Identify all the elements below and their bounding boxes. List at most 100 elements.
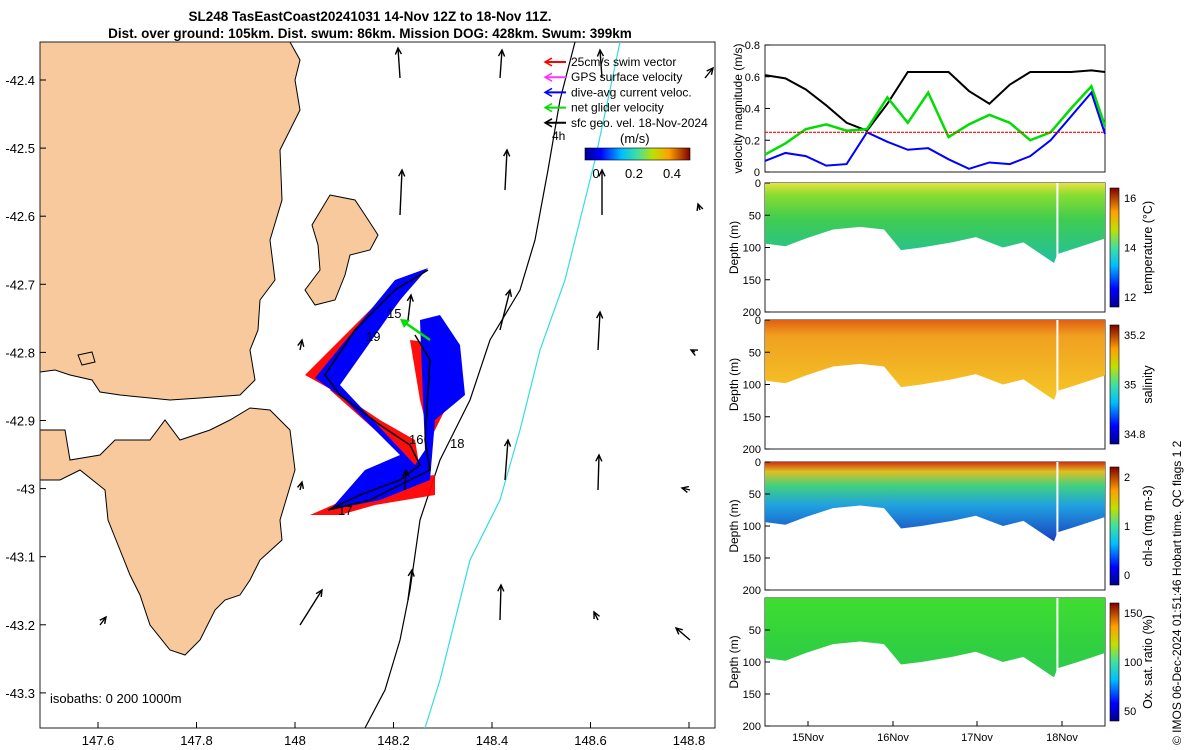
depth-tick-label: 100 xyxy=(743,657,761,669)
geo-velocity-arrow xyxy=(675,627,691,641)
temperature-panel: 0 50 100 150 200 Depth (m) 16 14 12 temperature (… xyxy=(727,178,1155,319)
colorbar-tick-label: 35.2 xyxy=(1124,330,1145,342)
heatmap-field xyxy=(765,183,1105,263)
legend-swatch-head xyxy=(543,57,553,67)
legend-swatch-head xyxy=(543,118,553,128)
chart-title: SL248 TasEastCoast20241031 14-Nov 12Z to… xyxy=(40,8,700,42)
geo-velocity-arrowhead xyxy=(497,48,506,57)
vel-series-dive-avg-current xyxy=(764,90,1106,170)
depth-tick-label: 200 xyxy=(743,721,761,733)
legend-label: 25cm/s swim vector xyxy=(571,55,676,69)
depth-tick-label: 200 xyxy=(743,444,761,456)
map-colorbar xyxy=(584,147,691,161)
day-label: 15 xyxy=(387,306,401,321)
geo-velocity-arrow xyxy=(99,616,107,626)
geo-velocity-arrow xyxy=(407,294,412,321)
time-tick-label: 15Nov xyxy=(792,732,824,744)
geo-velocity-arrow xyxy=(499,49,503,79)
colorbar-ticks: 0 0.2 0.4 xyxy=(592,166,681,181)
dive-avg-current-blue xyxy=(315,268,465,510)
geo-velocity-arrow xyxy=(299,589,323,626)
geo-velocity-arrowhead xyxy=(598,168,606,177)
geo-velocity-arrowhead xyxy=(596,310,604,319)
map-y-tick-label: -43.3 xyxy=(5,686,35,701)
geo-velocity-arrow xyxy=(399,169,403,216)
geo-velocity-arrowhead xyxy=(296,480,305,489)
day-label: 18 xyxy=(450,436,464,451)
depth-tick-label: 50 xyxy=(749,210,761,222)
geo-velocity-arrow xyxy=(404,469,407,491)
depth-tick-label: 0 xyxy=(755,178,761,190)
colorbar-tick-label: 0.4 xyxy=(663,166,681,181)
geo-velocity-arrows xyxy=(99,46,715,641)
geo-velocity-arrowhead xyxy=(315,588,323,598)
colorbar-label: (m/s) xyxy=(620,131,650,146)
time-tick-label: 16Nov xyxy=(877,732,909,744)
vel-series-net-glider-velocity xyxy=(764,83,1107,156)
depth-tick-label: 50 xyxy=(749,625,761,637)
geo-velocity-arrowhead xyxy=(706,66,715,75)
vel-ylabel: velocity magnitude (m/s) xyxy=(731,43,745,173)
legend-label: sfc geo. vel. 18-Nov-2024 xyxy=(571,116,708,130)
title-line-2: Dist. over ground: 105km. Dist. swum: 86… xyxy=(108,26,632,41)
map-y-tick-label: -42.6 xyxy=(5,209,35,224)
map-y-tick-label: -43 xyxy=(16,482,35,497)
vel-y-tick-label: 0.2 xyxy=(745,135,760,147)
geo-velocity-arrowhead xyxy=(394,46,403,55)
colorbar-tick-label: 1 xyxy=(1124,521,1130,533)
depth-tick-label: 100 xyxy=(743,380,761,392)
land-small-island xyxy=(77,351,96,366)
net-glider-velocity-arrow xyxy=(403,320,431,342)
swim-vectors-red xyxy=(305,285,450,515)
heatmap-colorbar xyxy=(1109,187,1120,308)
land-mainland xyxy=(40,42,301,401)
geo-velocity-arrow xyxy=(499,584,502,621)
geo-velocity-arrow xyxy=(407,569,413,601)
heatmap-colorbar xyxy=(1109,602,1120,722)
legend-4h: 4h xyxy=(552,129,565,143)
isobath-200m xyxy=(364,41,576,729)
geo-velocity-arrowhead xyxy=(503,148,511,157)
day-label: 19 xyxy=(366,329,380,344)
depth-tick-label: 150 xyxy=(743,412,761,424)
depth-ylabel: Depth (m) xyxy=(727,221,741,274)
vel-y-tick-label: 0.4 xyxy=(745,104,760,116)
geo-velocity-arrowhead xyxy=(402,468,410,477)
map-x-tick-label: 148.2 xyxy=(377,733,410,748)
map-x-tick-label: 147.6 xyxy=(82,733,115,748)
geo-velocity-arrowhead xyxy=(696,202,704,212)
depth-ylabel: Depth (m) xyxy=(727,499,741,552)
vel-y-tick-label: 0.6 xyxy=(745,72,760,84)
colorbar-label: salinity xyxy=(1141,365,1155,404)
geo-velocity-arrowhead xyxy=(503,438,512,447)
geo-velocity-arrowhead xyxy=(504,288,513,297)
colorbar-tick-label: 50 xyxy=(1124,706,1136,718)
vel-series-sfc-geo-vel- xyxy=(764,69,1106,132)
geo-velocity-arrowhead xyxy=(297,338,305,347)
legend-swatch-head xyxy=(543,72,553,82)
geo-velocity-arrow xyxy=(704,67,714,79)
geo-velocity-arrow xyxy=(299,339,303,351)
depth-tick-label: 50 xyxy=(749,347,761,359)
vel-y-tick-label: 0.8 xyxy=(745,40,760,52)
geo-velocity-arrowhead xyxy=(689,349,699,356)
colorbar-tick-label: 0 xyxy=(592,166,599,181)
geo-velocity-arrow xyxy=(597,454,600,491)
geo-velocity-arrowhead xyxy=(407,568,415,577)
heatmap-colorbar xyxy=(1109,466,1120,586)
depth-tick-label: 200 xyxy=(743,585,761,597)
colorbar-tick-label: 14 xyxy=(1124,243,1136,255)
geo-velocity-arrowhead xyxy=(398,168,406,177)
land-south-peninsula xyxy=(40,407,296,656)
map-axes-box xyxy=(39,41,716,729)
map-y-tick-label: -42.9 xyxy=(5,414,35,429)
map-x-ticks: 147.6 147.8 148 148.2 148.4 148.6 148.8 xyxy=(82,722,705,748)
map-y-tick-label: -42.4 xyxy=(5,73,35,88)
depth-tick-label: 200 xyxy=(743,307,761,319)
map-y-tick-label: -42.8 xyxy=(5,345,35,360)
depth-tick-label: 0 xyxy=(755,315,761,327)
